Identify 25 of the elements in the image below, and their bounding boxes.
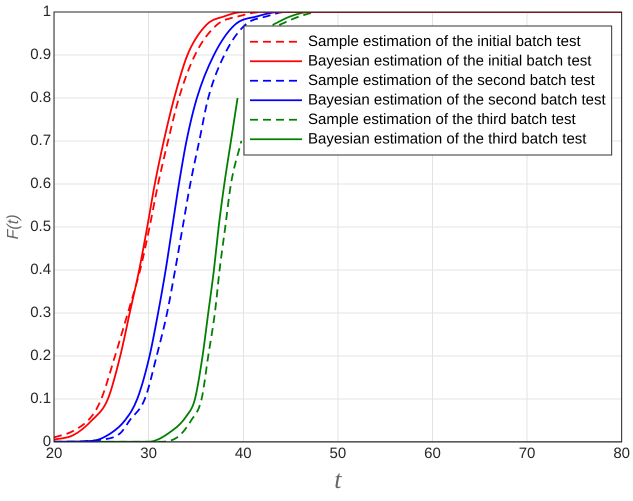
x-tick-label: 80 bbox=[613, 444, 630, 462]
legend-label: Bayesian estimation of the third batch test bbox=[308, 130, 588, 148]
x-tick-label: 20 bbox=[46, 444, 62, 462]
legend-label: Bayesian estimation of the initial batch test bbox=[308, 52, 592, 70]
y-tick-label: 0.3 bbox=[30, 304, 52, 321]
legend-label: Bayesian estimation of the second batch test bbox=[308, 91, 606, 108]
y-tick-label: 0.4 bbox=[30, 261, 52, 278]
y-tick-label: 0.6 bbox=[30, 175, 52, 192]
x-tick-label: 70 bbox=[518, 444, 536, 462]
legend-label: Sample estimation of the second batch test bbox=[308, 72, 596, 89]
y-tick-label: 0.9 bbox=[30, 46, 52, 64]
x-tick-label: 50 bbox=[330, 444, 346, 462]
legend-label: Sample estimation of the third batch test bbox=[308, 110, 576, 128]
y-tick-label: 0.5 bbox=[30, 218, 52, 236]
legend-label: Sample estimation of the initial batch test bbox=[308, 32, 582, 50]
y-tick-label: 0.2 bbox=[30, 346, 52, 364]
y-tick-label: 0.7 bbox=[30, 132, 52, 150]
x-tick-label: 30 bbox=[140, 444, 157, 462]
y-tick-label: 0.8 bbox=[30, 89, 52, 106]
x-tick-label: 60 bbox=[424, 444, 441, 462]
y-tick-label: 1 bbox=[42, 3, 52, 20]
x-tick-label: 40 bbox=[234, 444, 252, 462]
y-tick-label: 0.1 bbox=[30, 390, 52, 407]
y-axis-title: F(t) bbox=[5, 214, 22, 240]
x-axis-title: t bbox=[334, 465, 342, 494]
